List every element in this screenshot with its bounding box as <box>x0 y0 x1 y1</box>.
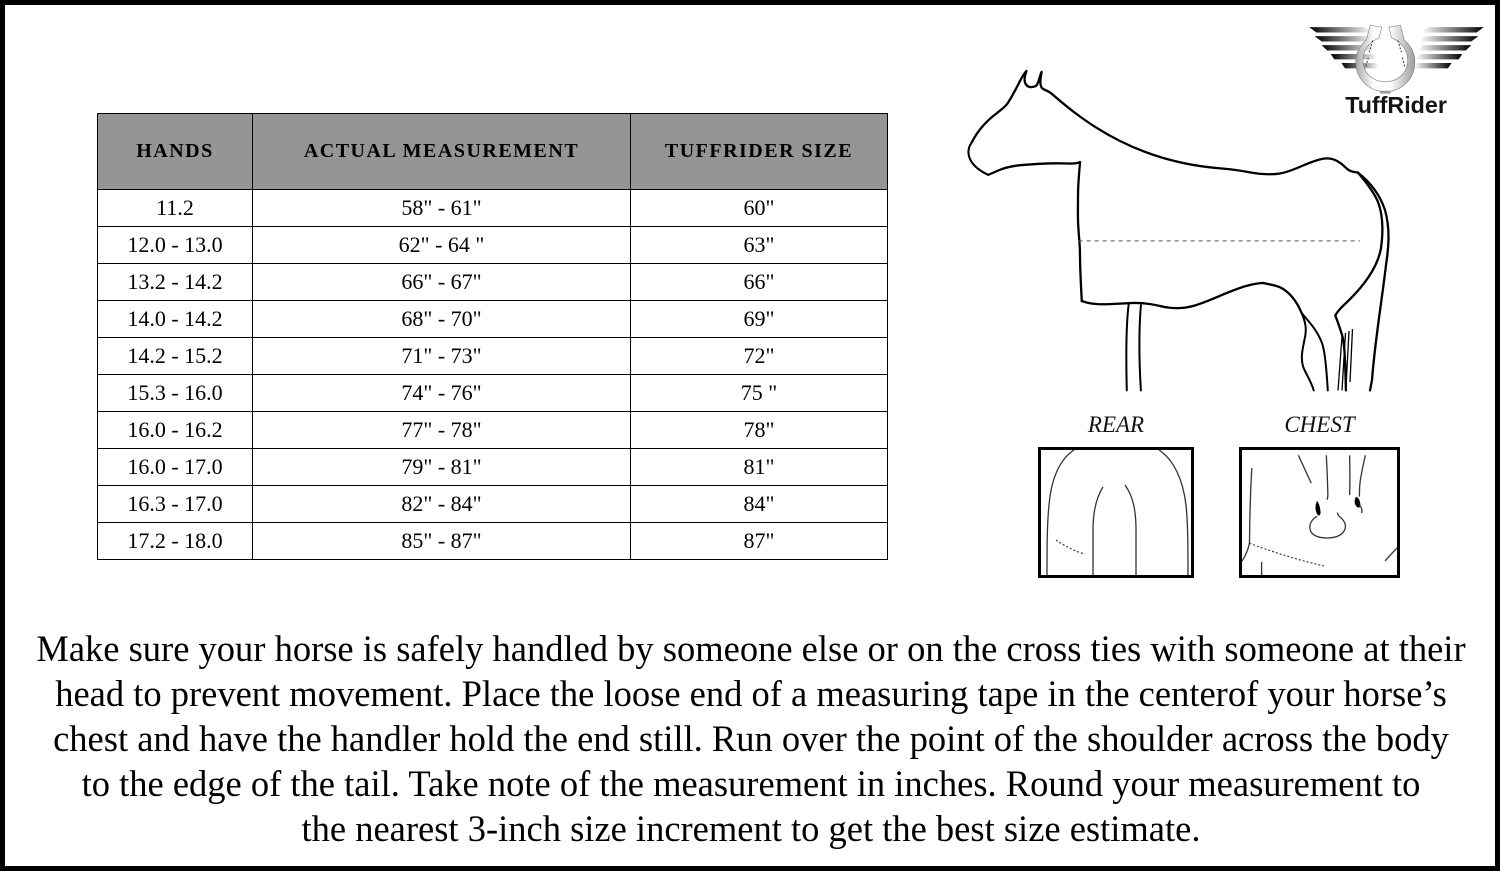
svg-text:TuffRider: TuffRider <box>1345 92 1447 114</box>
